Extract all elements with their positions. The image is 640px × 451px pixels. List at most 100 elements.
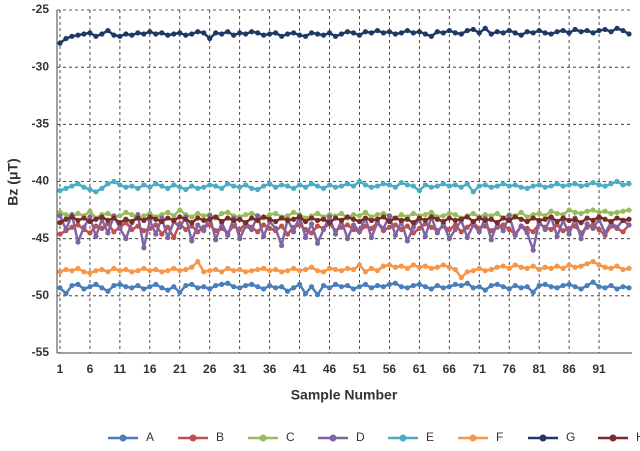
data-point — [518, 32, 524, 38]
data-point — [566, 231, 572, 237]
data-point — [213, 214, 219, 220]
data-point — [374, 268, 381, 274]
data-point — [344, 181, 351, 187]
data-point — [440, 262, 446, 268]
data-point — [548, 284, 554, 290]
data-point — [81, 184, 87, 190]
data-point — [57, 220, 63, 226]
x-tick-label: 91 — [592, 362, 606, 376]
data-point — [554, 29, 560, 35]
data-point — [344, 282, 351, 289]
data-point — [75, 239, 81, 245]
data-point — [302, 234, 309, 241]
data-point — [255, 284, 261, 290]
data-point — [69, 183, 75, 189]
data-point — [225, 215, 231, 221]
data-point — [320, 32, 327, 38]
data-point — [57, 231, 63, 237]
data-point — [129, 212, 135, 218]
data-point — [536, 182, 542, 188]
data-point — [87, 214, 93, 220]
data-point — [302, 290, 309, 297]
data-point — [386, 29, 393, 35]
data-point — [213, 266, 219, 273]
data-point — [195, 258, 201, 265]
data-point — [141, 182, 147, 188]
data-point — [446, 215, 452, 221]
data-point — [374, 183, 381, 189]
data-point — [452, 30, 458, 36]
data-point — [255, 229, 261, 235]
data-point — [560, 228, 566, 234]
data-point — [129, 183, 135, 189]
data-point — [554, 181, 560, 187]
data-point — [506, 213, 512, 219]
data-point — [530, 30, 536, 36]
data-point — [123, 216, 129, 222]
data-point — [111, 215, 117, 221]
data-point — [566, 182, 572, 188]
data-point — [344, 222, 351, 228]
data-point — [141, 265, 147, 271]
data-point — [470, 218, 476, 225]
y-tick-label: -55 — [32, 345, 50, 359]
data-point — [416, 225, 422, 231]
data-point — [404, 27, 410, 34]
data-point — [189, 214, 195, 220]
data-point — [608, 282, 614, 289]
data-point — [494, 264, 500, 270]
data-point — [195, 222, 201, 228]
data-point — [356, 284, 363, 290]
data-point — [542, 226, 548, 233]
data-point — [518, 184, 524, 190]
data-point — [326, 285, 333, 291]
data-point — [458, 184, 464, 190]
data-point — [440, 30, 446, 36]
data-point — [332, 215, 339, 221]
data-point — [123, 266, 129, 273]
data-point — [602, 208, 608, 214]
data-point — [57, 269, 63, 275]
data-point — [596, 209, 602, 215]
data-point — [261, 233, 267, 239]
data-point — [273, 30, 279, 36]
data-point — [93, 33, 99, 39]
x-tick-label: 66 — [443, 362, 457, 376]
data-point — [183, 266, 189, 273]
data-point — [470, 285, 476, 291]
data-point — [135, 282, 141, 289]
data-point — [332, 266, 339, 273]
data-point — [584, 27, 590, 34]
y-tick-label: -50 — [32, 288, 50, 302]
data-point — [284, 31, 291, 37]
x-tick-label: 86 — [562, 362, 576, 376]
data-point — [81, 286, 87, 292]
data-point — [290, 229, 297, 235]
data-point — [284, 231, 291, 237]
data-point — [356, 32, 363, 38]
data-point — [225, 280, 231, 286]
data-point — [404, 265, 410, 271]
data-point — [524, 214, 530, 220]
data-point — [219, 218, 225, 225]
data-point — [344, 265, 351, 271]
data-point — [380, 214, 387, 220]
data-point — [542, 281, 548, 287]
data-point — [338, 31, 345, 37]
data-point — [273, 184, 279, 190]
legend-label: D — [356, 430, 365, 444]
data-point — [392, 184, 399, 190]
data-point — [596, 284, 602, 290]
data-point — [626, 207, 632, 213]
data-point — [554, 233, 560, 239]
data-point — [171, 31, 177, 37]
data-point — [237, 184, 243, 190]
data-point — [344, 29, 351, 35]
data-point — [87, 208, 93, 214]
data-point — [296, 182, 303, 188]
data-point — [177, 214, 183, 220]
data-point — [578, 236, 584, 242]
data-point — [548, 226, 554, 233]
data-point — [386, 262, 393, 268]
data-point — [87, 230, 93, 236]
